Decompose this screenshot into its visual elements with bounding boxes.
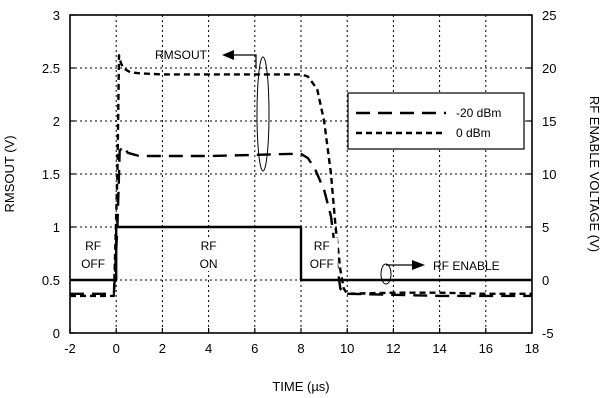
y-left-tick-label: 2.5 (42, 61, 60, 76)
y-left-tick-label: 1.5 (42, 167, 60, 182)
annotation-rf-enable-arrowhead (412, 260, 425, 270)
legend-box (347, 92, 525, 150)
annotations: RMSOUT RF ENABLE RF OFF RF ON RF OFF (77, 48, 500, 285)
annotation-rmsout: RMSOUT (155, 48, 208, 62)
y-left-tick-label: 3 (53, 8, 60, 23)
y-left-tick-label: 2 (53, 114, 60, 129)
x-tick-label: 0 (113, 341, 120, 356)
x-tick-label: 8 (297, 341, 304, 356)
y-right-tick-label: 5 (542, 220, 549, 235)
y-left-tick-label: 1 (53, 220, 60, 235)
rf-on-background (194, 238, 223, 271)
y-axis-left-label: RMSOUT (V) (2, 135, 17, 212)
y-right-tick-label: 0 (542, 273, 549, 288)
x-tick-label: 6 (251, 341, 258, 356)
label-rf-off-right-off: OFF (310, 257, 334, 271)
y-right-tick-label: 20 (542, 61, 556, 76)
grid (70, 15, 532, 333)
x-tick-label: 4 (205, 341, 212, 356)
y-right-tick-label: 15 (542, 114, 556, 129)
x-axis-label: TIME (µs) (272, 379, 329, 394)
label-rf-off-left-rf: RF (85, 239, 101, 253)
label-rf-off-left-off: OFF (81, 257, 105, 271)
y-right-tick-label: -5 (542, 326, 554, 341)
x-tick-label: 12 (386, 341, 400, 356)
y-right-tick-label: 25 (542, 8, 556, 23)
legend-label-20dbm: -20 dBm (456, 106, 501, 120)
annotation-rf-enable-ellipse (380, 263, 392, 285)
rf-off-left-background (77, 238, 110, 271)
x-tick-label: 2 (159, 341, 166, 356)
y-right-tick-label: 10 (542, 167, 556, 182)
annotation-rf-enable: RF ENABLE (433, 259, 500, 273)
series-line-rf-enable (70, 225, 532, 282)
label-rf-on-rf: RF (201, 239, 217, 253)
y-left-tick-label: 0.5 (42, 273, 60, 288)
x-tick-label: 14 (432, 341, 446, 356)
label-rf-on-on: ON (200, 257, 218, 271)
legend: -20 dBm 0 dBm (347, 92, 525, 150)
ticks-layer: -2 0 2 4 6 8 10 12 14 16 18 0 0.5 1 1.5 2 2.5 3 -5 0 5 10 15 20… (42, 8, 557, 356)
y-axis-right-label: RF ENABLE VOLTAGE (V) (587, 96, 602, 252)
x-tick-label: -2 (64, 341, 76, 356)
x-tick-label: 18 (525, 341, 539, 356)
legend-label-0dbm: 0 dBm (456, 126, 491, 140)
label-rf-off-right-rf: RF (314, 239, 330, 253)
annotation-rmsout-arrowhead (222, 50, 234, 60)
series-layer (70, 54, 532, 298)
annotation-rmsout-arrow (230, 54, 257, 68)
series-line-0-dbm (70, 54, 532, 298)
x-tick-label: 16 (479, 341, 493, 356)
rf-off-right-background (305, 238, 338, 271)
x-tick-label: 10 (340, 341, 354, 356)
annotation-rmsout-ellipse (256, 56, 270, 172)
y-left-tick-label: 0 (53, 326, 60, 341)
